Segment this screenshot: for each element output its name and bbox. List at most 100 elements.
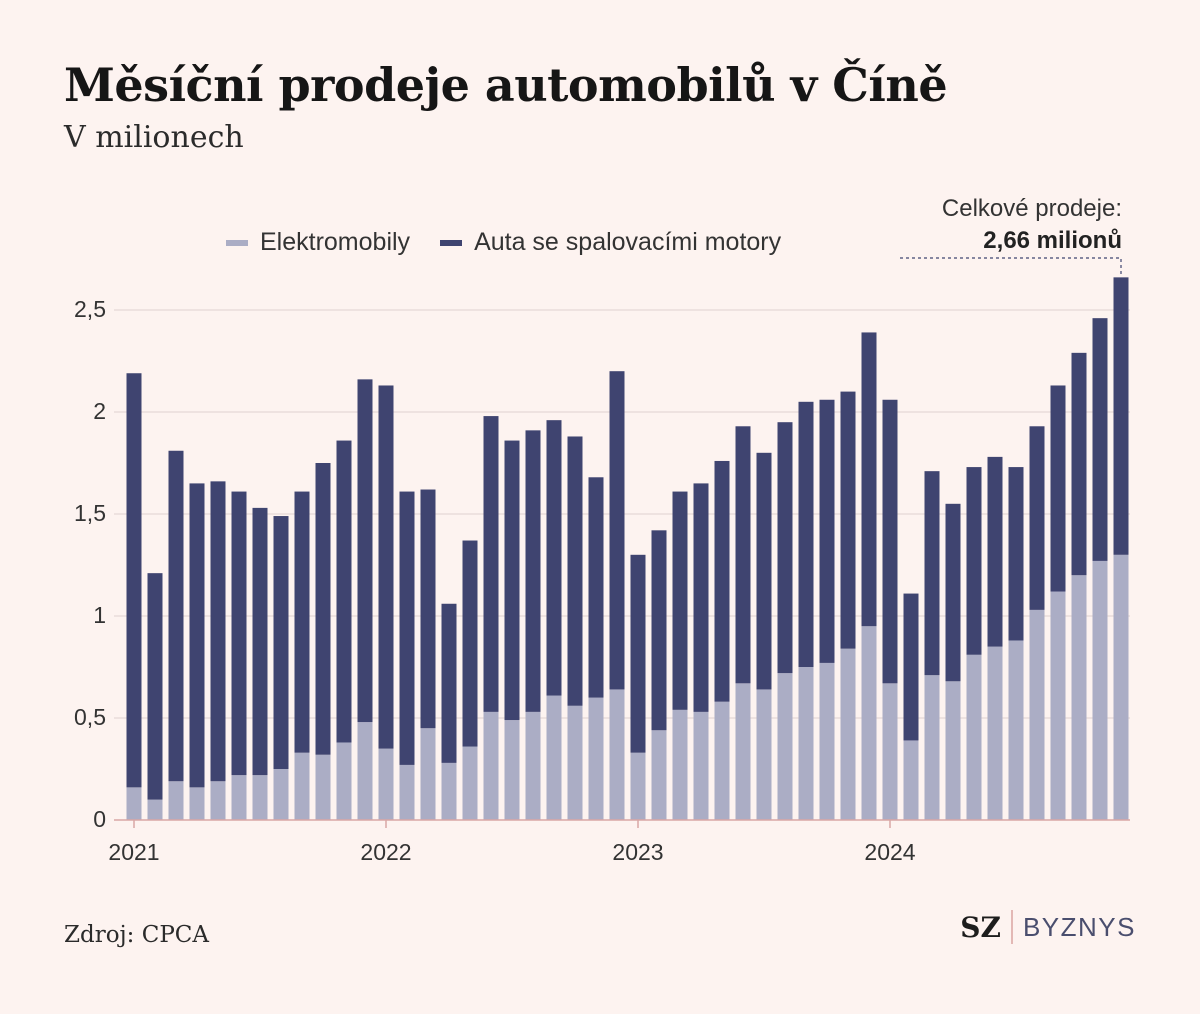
bar-segment-ev bbox=[1071, 575, 1087, 820]
bar-segment-ev bbox=[441, 762, 457, 820]
bar-segment-ev bbox=[651, 730, 667, 820]
callout-leader-line bbox=[900, 257, 1122, 276]
bar-segment-ev bbox=[147, 799, 163, 820]
bar-segment-ice bbox=[567, 436, 583, 706]
bar-segment-ev bbox=[399, 764, 415, 820]
bar-segment-ice bbox=[126, 373, 142, 788]
bar-segment-ice bbox=[714, 460, 730, 702]
x-tick-label: 2022 bbox=[360, 839, 411, 865]
bar-segment-ev bbox=[126, 787, 142, 820]
bar-segment-ev bbox=[273, 769, 289, 820]
bar-segment-ev bbox=[714, 701, 730, 820]
bar-segment-ice bbox=[189, 483, 205, 788]
legend-label-ev: Elektromobily bbox=[260, 228, 411, 256]
logo-sz: SZ bbox=[960, 910, 1001, 944]
bar-segment-ev bbox=[252, 775, 268, 820]
bar-segment-ev bbox=[945, 681, 961, 820]
bar-segment-ice bbox=[945, 503, 961, 682]
bar-segment-ice bbox=[1092, 318, 1108, 561]
bar-segment-ice bbox=[504, 440, 520, 721]
bar-segment-ev bbox=[609, 689, 625, 820]
bar-segment-ev bbox=[819, 662, 835, 820]
bar-segment-ice bbox=[462, 540, 478, 747]
callout-value: 2,66 milionů bbox=[983, 227, 1122, 254]
bar-segment-ev bbox=[735, 683, 751, 820]
bar-segment-ice bbox=[777, 422, 793, 674]
bar-segment-ev bbox=[588, 697, 604, 820]
legend-item-ice: Auta se spalovacími motory bbox=[440, 228, 781, 257]
bar-segment-ice bbox=[651, 530, 667, 731]
bar-segment-ev bbox=[756, 689, 772, 820]
y-tick-label: 2 bbox=[93, 398, 106, 424]
legend-swatch-ev bbox=[226, 239, 248, 246]
bar-segment-ice bbox=[861, 332, 877, 627]
bar-segment-ice bbox=[315, 463, 331, 755]
bar-segment-ev bbox=[672, 709, 688, 820]
bar-segment-ev bbox=[924, 675, 940, 820]
bar-segment-ice bbox=[903, 593, 919, 741]
bar-segment-ev bbox=[966, 654, 982, 820]
bar-segment-ev bbox=[462, 746, 478, 820]
bar-segment-ev bbox=[861, 626, 877, 820]
bar-segment-ice bbox=[483, 416, 499, 712]
legend-label-ice: Auta se spalovacími motory bbox=[474, 228, 782, 256]
bar-segment-ice bbox=[588, 477, 604, 698]
x-tick-label: 2021 bbox=[108, 839, 159, 865]
bar-segment-ev bbox=[315, 754, 331, 820]
bar-segment-ev bbox=[294, 752, 310, 820]
bar-segment-ice bbox=[882, 399, 898, 684]
bar-segment-ice bbox=[252, 507, 268, 776]
bar-segment-ice bbox=[546, 420, 562, 696]
bar-segment-ev bbox=[483, 711, 499, 820]
bar-segment-ev bbox=[567, 705, 583, 820]
logo-byznys: BYZNYS bbox=[1022, 911, 1136, 942]
bar-segment-ice bbox=[273, 516, 289, 769]
bar-segment-ev bbox=[840, 648, 856, 820]
bar-segment-ice bbox=[1050, 385, 1066, 592]
bar-segment-ev bbox=[693, 711, 709, 820]
bar-segment-ice bbox=[840, 391, 856, 649]
bar-segment-ev bbox=[525, 711, 541, 820]
bar-segment-ev bbox=[1092, 560, 1108, 820]
bar-segment-ev bbox=[1008, 640, 1024, 820]
bar-segment-ice bbox=[399, 491, 415, 765]
bar-segment-ev bbox=[1113, 554, 1129, 820]
bar-segment-ice bbox=[693, 483, 709, 712]
x-tick-label: 2023 bbox=[612, 839, 663, 865]
bar-segment-ice bbox=[1071, 352, 1087, 576]
bar-segment-ice bbox=[231, 491, 247, 776]
bar-segment-ev bbox=[168, 781, 184, 820]
bar-segment-ice bbox=[798, 401, 814, 667]
bar-segment-ev bbox=[798, 667, 814, 820]
bar-segment-ev bbox=[357, 722, 373, 820]
bar-segment-ice bbox=[210, 481, 226, 782]
bar-segment-ev bbox=[777, 673, 793, 820]
bar-segment-ev bbox=[1050, 591, 1066, 820]
bar-segment-ice bbox=[756, 452, 772, 690]
bar-segment-ev bbox=[504, 720, 520, 820]
bar-segment-ev bbox=[903, 740, 919, 820]
bar-segment-ice bbox=[525, 430, 541, 712]
bar-segment-ice bbox=[987, 456, 1003, 647]
bar-segment-ev bbox=[420, 728, 436, 820]
bar-segment-ev bbox=[378, 748, 394, 820]
chart-subtitle: V milionech bbox=[64, 120, 244, 155]
source-note: Zdroj: CPCA bbox=[64, 922, 210, 948]
bar-segment-ice bbox=[378, 385, 394, 749]
bar-segment-ice bbox=[1029, 426, 1045, 610]
bar-segment-ice bbox=[357, 379, 373, 723]
bar-segment-ice bbox=[168, 450, 184, 782]
bar-segment-ice bbox=[966, 467, 982, 655]
bar-segment-ice bbox=[819, 399, 835, 663]
bar-segment-ev bbox=[987, 646, 1003, 820]
callout-label: Celkové prodeje: bbox=[941, 195, 1122, 222]
bar-segment-ice bbox=[1008, 467, 1024, 641]
legend-swatch-ice bbox=[440, 239, 463, 246]
bar-segment-ev bbox=[189, 787, 205, 820]
bar-segment-ice bbox=[735, 426, 751, 684]
bar-segment-ice bbox=[609, 371, 625, 690]
legend-item-ev: Elektromobily bbox=[226, 228, 410, 257]
bar-segment-ice bbox=[672, 491, 688, 710]
bar-segment-ev bbox=[882, 683, 898, 820]
bar-segment-ice bbox=[924, 471, 940, 676]
